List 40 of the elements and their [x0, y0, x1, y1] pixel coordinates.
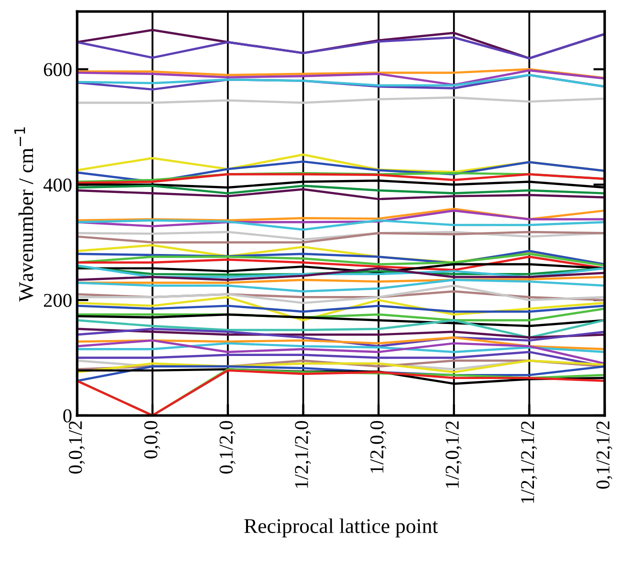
line-series — [77, 328, 605, 348]
line-series — [77, 219, 605, 231]
line-series — [77, 278, 605, 292]
line-series — [77, 328, 605, 339]
line-series — [77, 74, 605, 88]
x-tick-label: 0,0,1/2 — [68, 421, 85, 474]
line-series — [77, 230, 605, 241]
line-series — [77, 68, 605, 80]
x-tick-label: 1/2,0,1/2 — [446, 421, 462, 488]
line-series — [77, 365, 605, 382]
line-series — [77, 336, 605, 350]
x-tick-label: 1/2,1/2,0 — [294, 421, 311, 488]
line-series — [77, 264, 605, 278]
line-series — [77, 360, 605, 374]
x-tick-label: 0,0,0 — [144, 421, 160, 458]
line-series — [77, 339, 605, 365]
x-tick-label: 1/2,1/2,1/2 — [521, 421, 537, 503]
line-series — [77, 256, 605, 272]
line-series — [77, 250, 605, 266]
line-series — [77, 284, 605, 304]
line-series — [77, 319, 605, 339]
x-tick-label: 0,1/2,1/2 — [596, 421, 612, 489]
x-axis-title: Reciprocal lattice point — [244, 518, 438, 538]
x-tick-label: 0,1/2,0 — [220, 421, 236, 474]
line-series — [77, 208, 605, 222]
line-series — [77, 188, 605, 200]
y-tick-label: 400 — [43, 178, 72, 192]
line-series — [77, 342, 605, 354]
y-tick-label: 200 — [44, 294, 72, 307]
x-tick-label: 1/2,0,0 — [370, 421, 386, 473]
line-series — [77, 69, 605, 86]
y-tick-label: 600 — [44, 63, 72, 76]
line-series — [77, 267, 605, 281]
line-series — [77, 209, 605, 228]
line-series — [77, 296, 605, 322]
line-series — [77, 230, 605, 244]
line-series — [77, 184, 605, 194]
line-series — [77, 252, 605, 267]
y-tick-label: 0 — [63, 409, 72, 422]
y-axis-title: Wavenumber / cm$^{−1}$ — [14, 127, 34, 302]
